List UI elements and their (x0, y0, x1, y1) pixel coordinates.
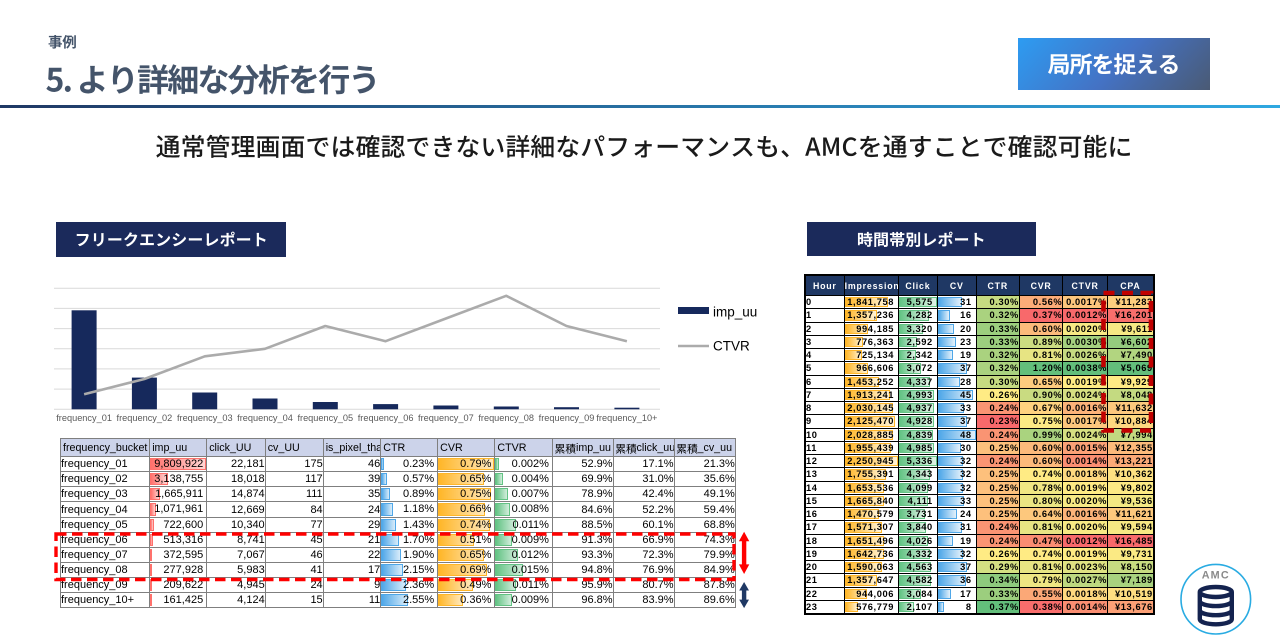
svg-text:frequency_02: frequency_02 (117, 413, 173, 423)
svg-text:frequency_09: frequency_09 (539, 413, 595, 423)
svg-text:frequency_07: frequency_07 (418, 413, 474, 423)
svg-text:frequency_10+: frequency_10+ (596, 413, 657, 423)
svg-text:frequency_05: frequency_05 (297, 413, 353, 423)
svg-text:frequency_01: frequency_01 (56, 413, 112, 423)
svg-text:frequency_08: frequency_08 (478, 413, 534, 423)
svg-text:frequency_03: frequency_03 (177, 413, 233, 423)
svg-text:CTVR: CTVR (713, 339, 750, 354)
svg-text:frequency_04: frequency_04 (237, 413, 293, 423)
svg-text:imp_uu: imp_uu (713, 305, 757, 320)
svg-text:AMC: AMC (1202, 570, 1230, 582)
svg-text:frequency_06: frequency_06 (358, 413, 414, 423)
